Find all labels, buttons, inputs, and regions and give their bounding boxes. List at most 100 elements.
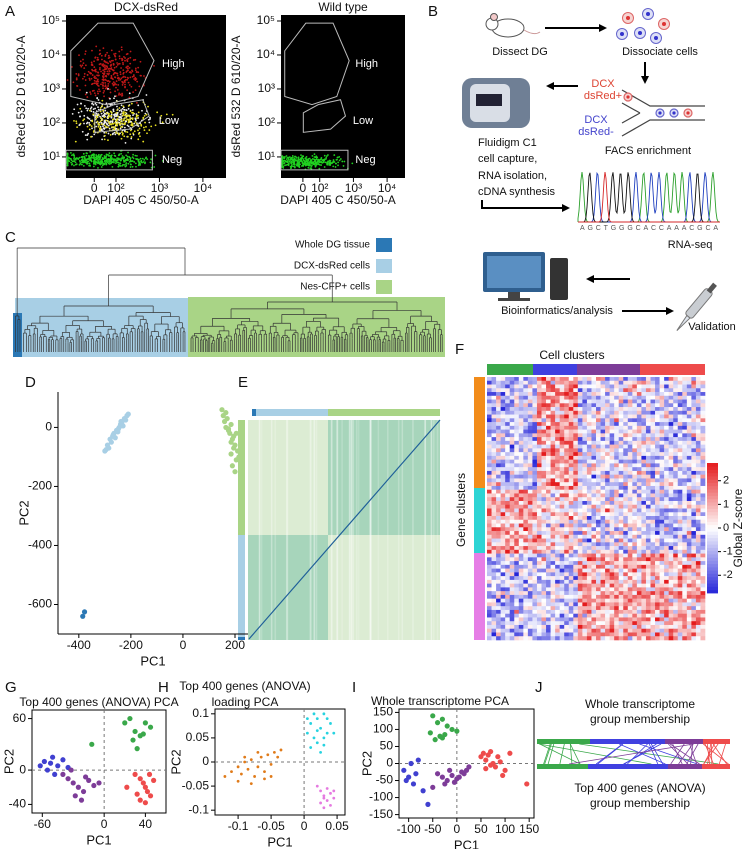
event-dot: [103, 163, 106, 166]
heatmap-cell: [541, 561, 547, 566]
heatmap-cell: [627, 433, 633, 438]
heatmap-cell: [623, 407, 629, 412]
cluster-block: [15, 298, 188, 357]
heatmap-cell: [496, 448, 501, 453]
heatmap-cell: [691, 546, 697, 551]
corr-stripe: [355, 420, 358, 640]
heatmap-cell: [536, 452, 542, 457]
heatmap-cell: [541, 422, 547, 427]
heatmap-cell: [518, 470, 524, 475]
heatmap-cell: [636, 452, 642, 457]
heatmap-cell: [573, 531, 579, 536]
heatmap-cell: [550, 418, 556, 423]
event-dot: [113, 97, 115, 100]
heatmap-cell: [514, 455, 520, 460]
heatmap-cell: [491, 407, 497, 412]
corr-stripe: [352, 420, 354, 640]
heatmap-cell: [591, 546, 597, 551]
heatmap-cell: [514, 557, 520, 562]
gate-label: Neg: [162, 154, 182, 166]
event-dot: [99, 125, 102, 128]
heatmap-cell: [605, 448, 610, 453]
heatmap-cell: [564, 493, 570, 498]
event-dot: [82, 119, 85, 122]
heatmap-cell: [550, 444, 556, 449]
event-dot: [90, 125, 93, 128]
heatmap-cell: [591, 422, 597, 427]
heatmap-cell: [627, 414, 633, 419]
event-dot: [137, 114, 139, 117]
heatmap-cell: [632, 523, 638, 528]
heatmap-cell: [568, 478, 574, 483]
heatmap-cell: [677, 380, 683, 385]
heatmap-cell: [682, 504, 688, 509]
event-dot: [301, 165, 303, 167]
event-dot: [308, 162, 311, 165]
heatmap-cell: [673, 388, 679, 393]
heatmap-cell: [505, 553, 511, 558]
heatmap-cell: [609, 467, 615, 472]
heatmap-cell: [509, 437, 515, 442]
event-dot: [149, 118, 151, 120]
heatmap-cell: [623, 422, 629, 427]
heatmap-cell: [614, 485, 620, 491]
event-dot: [108, 80, 111, 83]
event-dot: [297, 162, 299, 164]
heatmap-cell: [677, 557, 683, 562]
event-dot: [300, 159, 303, 162]
heatmap-cell: [650, 549, 656, 554]
heatmap-cell: [527, 433, 533, 438]
event-dot: [77, 157, 80, 160]
event-dot: [124, 130, 127, 133]
heatmap-cell: [668, 395, 674, 400]
heatmap-cell: [659, 508, 665, 513]
heatmap-cell: [546, 399, 551, 404]
heatmap-cell: [609, 538, 615, 543]
heatmap-cell: [609, 553, 615, 558]
heatmap-cell: [573, 546, 579, 551]
heatmap-cell: [623, 425, 629, 430]
heatmap-cell: [682, 410, 688, 415]
event-dot: [138, 85, 141, 88]
heatmap-cell: [659, 546, 665, 551]
heatmap-cell: [514, 534, 520, 539]
heatmap-cell: [582, 474, 588, 479]
heatmap-cell: [573, 410, 579, 415]
event-dot: [79, 64, 82, 67]
x-tick-label: 10²: [311, 181, 328, 195]
heatmap-cell: [691, 407, 697, 412]
corr-stripe: [336, 420, 338, 640]
heatmap-cell: [550, 497, 556, 502]
heatmap-cell: [645, 452, 651, 457]
event-dot: [90, 61, 93, 64]
corr-stripe: [349, 420, 351, 640]
heatmap-cell: [596, 384, 601, 389]
heatmap-cell: [527, 463, 533, 468]
heatmap-cell: [491, 500, 497, 506]
heatmap-cell: [591, 455, 597, 460]
event-dot: [121, 92, 124, 95]
heatmap-cell: [591, 463, 597, 468]
heatmap-cell: [682, 467, 688, 472]
heatmap-cell: [523, 452, 529, 457]
heatmap-cell: [546, 504, 551, 509]
heatmap-cell: [523, 538, 529, 543]
heatmap-cell: [618, 455, 624, 460]
heatmap-cell: [591, 403, 597, 408]
heatmap-cell: [691, 485, 697, 491]
heatmap-cell: [509, 557, 515, 562]
event-dot: [91, 127, 93, 130]
event-dot: [116, 123, 118, 126]
heatmap-cell: [573, 463, 579, 468]
heatmap-cell: [518, 474, 524, 479]
heatmap-cell: [695, 407, 701, 412]
heatmap-cell: [505, 403, 511, 408]
event-dot: [137, 71, 140, 74]
heatmap-cell: [591, 534, 597, 539]
heatmap-cell: [518, 482, 524, 487]
heatmap-cell: [632, 561, 638, 566]
event-dot: [72, 153, 75, 156]
heatmap-cell: [591, 474, 597, 479]
heatmap-cell: [487, 482, 492, 487]
heatmap-cell: [505, 425, 511, 430]
